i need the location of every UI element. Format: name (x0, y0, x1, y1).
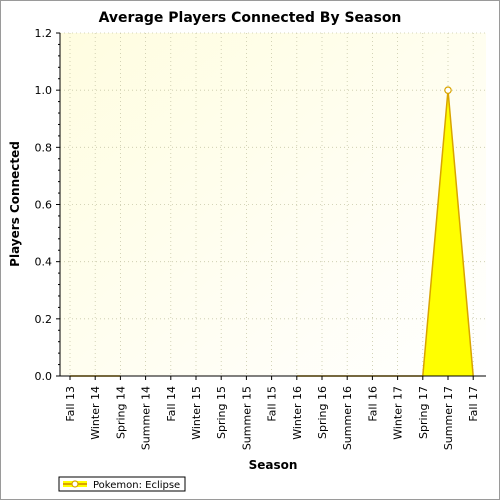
legend: Pokemon: Eclipse (58, 476, 186, 492)
x-tick-label: Fall 14 (165, 386, 178, 422)
x-tick-label: Winter 15 (190, 386, 203, 440)
axes (56, 32, 486, 380)
x-tick-label: Winter 17 (392, 386, 405, 440)
data-point-marker (444, 86, 452, 94)
chart-title: Average Players Connected By Season (99, 10, 402, 26)
y-tick-label: 0.6 (35, 199, 53, 212)
x-tick-label: Spring 16 (316, 386, 329, 439)
x-tick-label: Summer 14 (140, 386, 153, 450)
y-tick-label: 1.0 (35, 84, 53, 97)
y-tick-labels: 0.0 0.2 0.4 0.6 0.8 1.0 1.2 (35, 27, 53, 383)
legend-label: Pokemon: Eclipse (93, 480, 180, 491)
x-tick-label: Fall 13 (64, 386, 77, 422)
x-tick-label: Winter 16 (291, 386, 304, 440)
x-tick-label: Fall 16 (366, 386, 379, 422)
x-tick-label: Spring 17 (417, 386, 430, 439)
x-tick-label: Summer 15 (240, 386, 253, 450)
y-tick-label: 0.2 (35, 313, 53, 326)
y-tick-label: 0.0 (35, 370, 53, 383)
x-axis-label: Season (249, 458, 298, 472)
x-tick-label: Winter 14 (89, 386, 102, 440)
x-tick-label: Fall 15 (266, 386, 279, 422)
grid (60, 32, 486, 376)
legend-marker (71, 480, 79, 488)
x-tick-label: Spring 15 (215, 386, 228, 439)
x-tick-label: Spring 14 (114, 386, 127, 439)
y-axis-label: Players Connected (8, 141, 22, 267)
y-tick-label: 0.8 (35, 141, 53, 154)
x-tick-label: Fall 17 (467, 386, 480, 422)
x-tick-label: Summer 16 (341, 386, 354, 450)
x-tick-labels: Fall 13 Winter 14 Spring 14 Summer 14 Fall 1… (64, 386, 480, 450)
x-tick-label: Summer 17 (442, 386, 455, 450)
legend-box (58, 476, 186, 492)
y-tick-label: 0.4 (35, 256, 53, 269)
y-tick-label: 1.2 (35, 27, 53, 40)
